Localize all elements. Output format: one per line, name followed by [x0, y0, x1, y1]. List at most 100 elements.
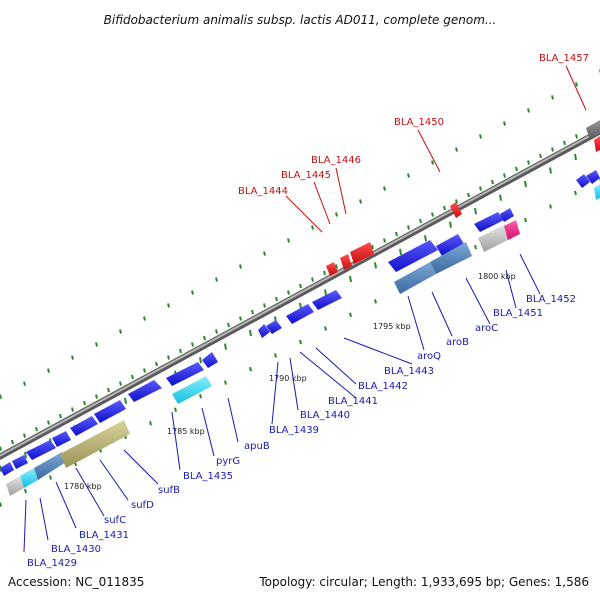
tick-mark: [574, 190, 577, 196]
tick-mark: [527, 108, 530, 113]
gene-label: BLA_1442: [358, 381, 408, 392]
tick-mark: [119, 381, 122, 386]
tick-mark: [311, 277, 314, 282]
tick-mark: [23, 381, 26, 386]
gene-arrow: [436, 234, 464, 256]
gene-arrow: [258, 324, 270, 338]
tick-mark: [274, 353, 277, 358]
scale-label: 1800 kbp: [478, 272, 516, 281]
gene-arrow: [474, 212, 504, 232]
gene-label: pyrG: [216, 456, 240, 467]
gene-arrow: [576, 174, 590, 188]
tick-mark: [0, 394, 2, 399]
tick-mark: [215, 277, 218, 282]
dark-gene: [586, 120, 600, 140]
steelblue-gene: [34, 452, 66, 480]
tick-mark: [449, 221, 452, 228]
gene-arrow: [70, 416, 98, 436]
scale-label: 1795 kbp: [373, 322, 411, 331]
tick-mark: [167, 355, 170, 360]
tick-mark: [47, 368, 50, 373]
tick-mark: [419, 218, 422, 224]
tick-mark: [455, 199, 458, 204]
scale-label: 1780 kbp: [64, 482, 102, 491]
steelblue-gene: [430, 242, 472, 274]
tick-mark: [503, 121, 506, 126]
tick-mark: [549, 167, 552, 174]
gene-arrow: [594, 136, 600, 152]
tick-mark: [263, 303, 266, 308]
gene-label: BLA_1429: [27, 558, 77, 569]
scale-labels: 1780 kbp 1785 kbp 1790 kbp 1795 kbp 1800…: [64, 272, 516, 491]
gene-arrow: [450, 202, 462, 218]
tick-mark: [95, 394, 98, 399]
tick-mark: [174, 407, 177, 412]
tick-mark: [374, 299, 377, 304]
tick-mark: [263, 251, 266, 256]
tick-mark: [311, 225, 314, 230]
tick-mark: [551, 95, 554, 100]
gene-arrow: [52, 431, 71, 447]
gene-label: aroQ: [417, 351, 441, 362]
map-title: Bifidobacterium animalis subsp. lactis A…: [104, 13, 497, 27]
gene-arrow: [94, 400, 126, 423]
gene-label: aroB: [446, 337, 469, 348]
gene-arrow: [202, 352, 218, 368]
gene-arrow: [26, 440, 56, 460]
tick-mark: [299, 283, 302, 289]
tick-mark: [11, 439, 14, 445]
tick-mark: [563, 140, 566, 146]
tick-mark: [199, 357, 202, 364]
gene-label: BLA_1440: [300, 410, 350, 421]
tick-mark: [179, 348, 182, 354]
tick-mark: [479, 134, 482, 139]
tick-mark: [167, 303, 170, 308]
gene-arrow: [500, 208, 514, 222]
tick-mark: [399, 248, 402, 255]
gene-arrow: [286, 304, 314, 324]
gene-label: BLA_1444: [238, 186, 288, 197]
tick-mark: [59, 413, 62, 419]
grey-gene: [478, 224, 512, 252]
cyan-gene: [172, 376, 212, 404]
tick-mark: [95, 342, 98, 347]
gene-label: aroC: [475, 323, 498, 334]
gene-label: BLA_1451: [493, 308, 543, 319]
cyan-gene: [20, 468, 38, 488]
tick-mark: [49, 475, 52, 480]
tick-mark: [431, 212, 434, 217]
tick-mark: [491, 179, 494, 185]
tick-mark: [35, 426, 38, 432]
tick-mark: [349, 312, 352, 318]
reverse-gene-labels: BLA_1444 BLA_1445 BLA_1446 BLA_1450 BLA_…: [238, 53, 589, 197]
tick-mark: [549, 204, 552, 209]
gene-arrow: [166, 362, 204, 386]
tick-mark: [503, 173, 506, 178]
tick-mark: [551, 147, 554, 152]
gene-label: BLA_1450: [394, 117, 444, 128]
tick-mark: [474, 207, 477, 215]
tick-mark: [191, 342, 194, 347]
tick-mark: [335, 212, 338, 217]
gene-label: apuB: [244, 441, 270, 452]
gene-label: BLA_1446: [311, 155, 361, 166]
tick-mark: [203, 335, 206, 341]
callout-lines: [23, 65, 587, 553]
pink-gene: [504, 220, 520, 240]
gene-arrow: [128, 380, 162, 402]
tick-mark: [383, 238, 386, 243]
tick-mark: [155, 361, 158, 367]
tick-mark: [83, 400, 86, 406]
tick-mark: [287, 290, 290, 295]
tick-mark: [275, 296, 278, 302]
tick-mark: [251, 309, 254, 315]
scale-label: 1785 kbp: [167, 427, 205, 436]
tick-mark: [335, 264, 338, 269]
tick-mark: [299, 339, 302, 345]
tick-mark: [71, 355, 74, 360]
khaki-gene: [60, 420, 130, 468]
tick-mark: [455, 147, 458, 152]
gene-label: sufD: [131, 500, 154, 511]
tick-mark: [224, 343, 227, 350]
